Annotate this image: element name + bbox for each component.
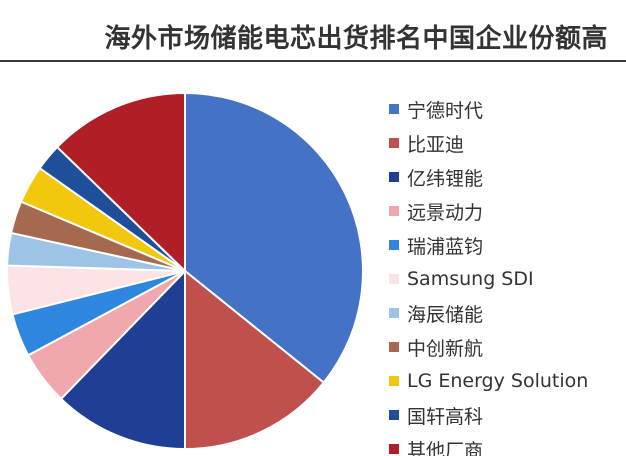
pie-slice-0 (184, 91, 364, 384)
pie-slice-1 (184, 268, 326, 451)
legend-swatch (389, 240, 399, 250)
title-divider (0, 60, 626, 62)
legend-item: 海辰储能 (389, 296, 625, 330)
legend-swatch (389, 308, 399, 318)
pie-slice-2 (59, 268, 186, 451)
legend-label: 比亚迪 (407, 133, 465, 156)
legend-item: 中创新航 (389, 330, 625, 364)
legend-item: 亿纬锂能 (389, 160, 625, 194)
legend-item: 其他厂商 (389, 432, 625, 456)
legend-label: LG Energy Solution (407, 370, 589, 392)
legend-item: 比亚迪 (389, 126, 625, 160)
legend-swatch (389, 104, 399, 114)
legend-swatch (389, 138, 399, 148)
legend-item: 远景动力 (389, 194, 625, 228)
legend-label: Samsung SDI (407, 268, 534, 290)
legend-label: 瑞浦蓝钧 (407, 235, 484, 258)
legend-item: 宁德时代 (389, 92, 625, 126)
legend-item: LG Energy Solution (389, 364, 625, 398)
legend-label: 宁德时代 (407, 99, 484, 122)
pie-chart (6, 91, 364, 451)
legend-swatch (389, 274, 399, 284)
legend-swatch (389, 342, 399, 352)
legend-item: 瑞浦蓝钧 (389, 228, 625, 262)
legend-label: 海辰储能 (407, 303, 484, 326)
pie-slice-10 (55, 91, 186, 274)
legend-swatch (389, 444, 399, 454)
chart-title: 海外市场储能电芯出货排名中国企业份额高 (104, 24, 608, 54)
legend-swatch (389, 172, 399, 182)
legend-swatch (389, 206, 399, 216)
legend-label: 中创新航 (407, 337, 484, 360)
legend-label: 国轩高科 (407, 405, 484, 428)
chart-legend: 宁德时代比亚迪亿纬锂能远景动力瑞浦蓝钧 Samsung SDI 海辰储能中创新航 LG… (389, 92, 625, 456)
legend-item: Samsung SDI (389, 262, 625, 296)
legend-swatch (389, 376, 399, 386)
legend-swatch (389, 410, 399, 420)
legend-label: 亿纬锂能 (407, 167, 484, 190)
legend-label: 其他厂商 (407, 439, 484, 456)
legend-label: 远景动力 (407, 201, 484, 224)
legend-item: 国轩高科 (389, 398, 625, 432)
